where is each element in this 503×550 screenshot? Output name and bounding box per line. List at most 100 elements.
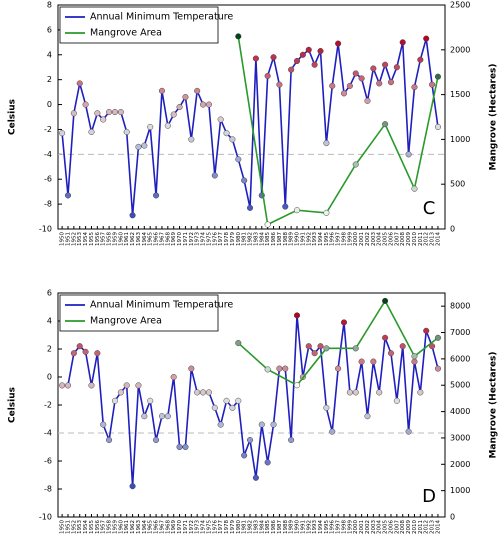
x-tick-label: 1984 [259, 232, 265, 246]
data-point [111, 397, 119, 404]
data-point [276, 365, 283, 372]
y-tick-label: 4 [47, 317, 52, 326]
x-tick-label: 1991 [300, 232, 306, 246]
legend-box [59, 6, 219, 44]
x-tick-label: 1952 [71, 232, 77, 246]
x-tick-label: 1951 [65, 520, 71, 534]
x-tick-label: 1995 [324, 232, 330, 246]
data-point [235, 340, 242, 347]
y-tick-label: 4 [47, 50, 52, 59]
data-point [200, 389, 207, 396]
data-point [346, 82, 353, 89]
data-point [264, 366, 271, 373]
data-point [293, 382, 301, 389]
x-tick-label: 1953 [77, 520, 83, 534]
x-tick-label: 1965 [148, 520, 154, 534]
x-tick-label: 2002 [365, 520, 371, 534]
data-point [288, 436, 295, 444]
x-tick-label: 1962 [130, 232, 136, 246]
data-point [188, 136, 195, 143]
data-point [182, 94, 189, 101]
x-tick-label: 2011 [418, 520, 424, 534]
data-point [64, 192, 72, 199]
x-tick-label: 1950 [60, 232, 66, 246]
data-point [88, 382, 95, 389]
y-tick-label: -10 [39, 513, 52, 522]
data-point [382, 297, 389, 304]
x-tick-label: 2003 [371, 520, 377, 534]
x-tick-label: 1976 [212, 520, 218, 534]
legend-label: Annual Minimum Temperature [90, 300, 233, 311]
x-tick-label: 1977 [218, 520, 224, 534]
x-tick-label: 2006 [388, 520, 394, 534]
data-point [264, 221, 271, 228]
y2-tick-label: 3000 [450, 433, 470, 442]
data-point [205, 389, 212, 396]
y-tick-label: -4 [44, 150, 52, 159]
x-tick-label: 1999 [347, 232, 353, 246]
x-tick-label: 1962 [130, 520, 136, 534]
x-tick-label: 2008 [400, 520, 406, 534]
data-point [288, 66, 295, 73]
data-point [305, 343, 312, 350]
data-point [382, 121, 389, 128]
x-tick-label: 2013 [430, 232, 436, 246]
y2-tick-label: 5000 [450, 381, 470, 390]
x-tick-label: 2010 [412, 232, 418, 246]
x-tick-label: 1970 [177, 520, 183, 534]
y2-tick-label: 1000 [450, 135, 470, 144]
data-point [200, 101, 207, 108]
x-tick-label: 1971 [183, 232, 189, 246]
data-point [405, 428, 412, 435]
x-tick-label: 1983 [253, 520, 259, 534]
x-tick-label: 1983 [253, 232, 259, 246]
data-point [158, 87, 165, 94]
y2-tick-label: 1500 [450, 90, 470, 99]
data-point [246, 204, 254, 211]
data-point [188, 365, 195, 372]
panel-label: D [422, 486, 436, 507]
data-point [59, 130, 66, 137]
x-tick-label: 1995 [324, 520, 330, 534]
data-point [153, 192, 160, 199]
data-point [64, 382, 72, 389]
data-point [276, 81, 283, 88]
data-point [340, 319, 348, 326]
x-tick-label: 1980 [236, 520, 242, 534]
x-tick-label: 2000 [353, 520, 359, 534]
data-point [411, 358, 418, 365]
data-point [141, 413, 148, 420]
data-point [252, 55, 259, 62]
x-tick-label: 1956 [95, 520, 101, 534]
x-tick-label: 1954 [83, 520, 89, 534]
x-tick-label: 1992 [306, 232, 312, 246]
data-point [323, 209, 330, 216]
data-point [323, 404, 330, 411]
data-point [282, 365, 289, 372]
x-tick-label: 1953 [77, 232, 83, 246]
x-tick-label: 2004 [377, 232, 383, 246]
y-axis-label: Celsius [8, 387, 18, 423]
x-tick-label: 1958 [107, 232, 113, 246]
y-axis-label: Celsius [8, 99, 18, 135]
series-line [237, 299, 439, 387]
x-tick-label: 1970 [177, 232, 183, 246]
data-point [170, 373, 177, 381]
x-tick-label: 1988 [283, 232, 289, 246]
x-tick-label: 1989 [289, 520, 295, 534]
data-point [117, 108, 124, 116]
x-tick-label: 2008 [400, 232, 406, 246]
data-point [299, 51, 306, 58]
y2-tick-label: 7000 [450, 328, 470, 337]
data-point [329, 428, 336, 435]
data-point [352, 161, 359, 168]
x-tick-label: 1987 [277, 232, 283, 246]
x-tick-label: 1956 [95, 232, 101, 246]
data-point [100, 116, 107, 123]
data-point [194, 389, 201, 396]
data-point [387, 79, 395, 86]
x-tick-label: 1975 [206, 232, 212, 246]
data-point [393, 64, 400, 71]
data-point [305, 46, 312, 53]
series-line [61, 38, 439, 216]
